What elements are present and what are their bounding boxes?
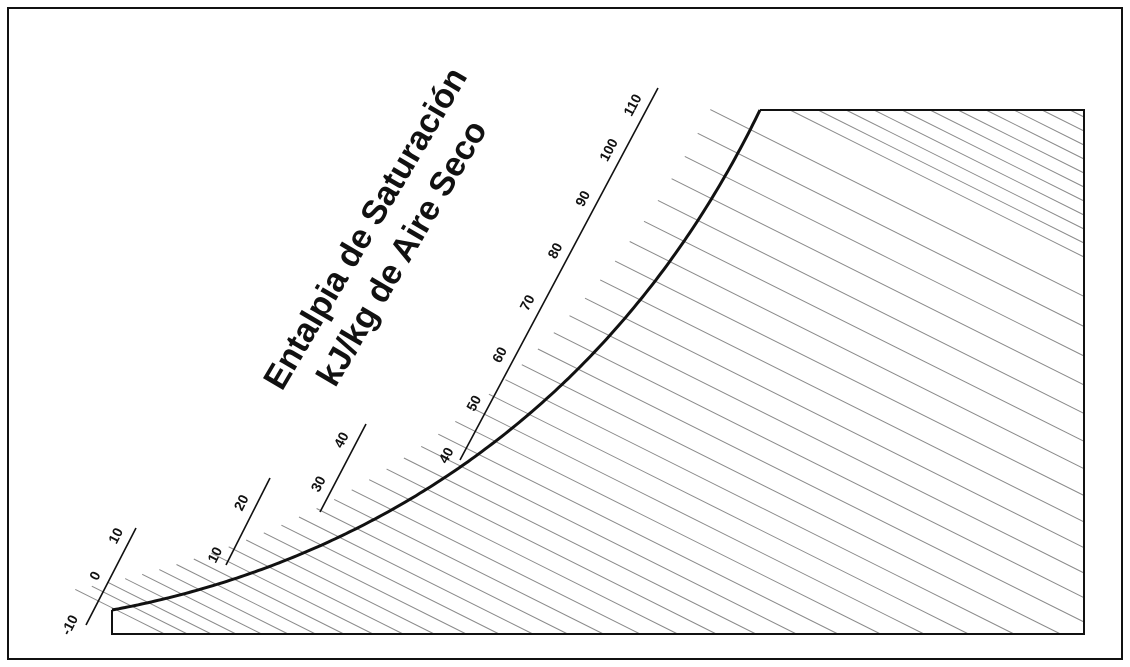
enthalpy-line-27 [537, 348, 1085, 623]
enthalpy-line-22 [455, 420, 881, 635]
enthalpy-line-12 [281, 524, 500, 635]
scale-line-0 [85, 527, 137, 626]
enthalpy-line-5 [159, 569, 289, 635]
enthalpy-scales: -10 0 10 10 20 30 40 40 50 60 70 80 90 100 110 [58, 87, 659, 638]
enthalpy-line-47 [985, 109, 1085, 160]
scale-label-100: 100 [596, 136, 621, 164]
enthalpy-line-29 [569, 315, 1085, 574]
enthalpy-line-16 [351, 489, 641, 635]
scale-label-10: 10 [105, 525, 126, 546]
enthalpy-line-18 [386, 468, 717, 635]
scale-label-70: 70 [516, 292, 538, 313]
enthalpy-line-34 [643, 220, 1085, 442]
enthalpy-line-50 [1069, 109, 1085, 118]
enthalpy-line-14 [316, 508, 568, 635]
enthalpy-line-48 [1013, 109, 1085, 146]
enthalpy-line-25 [505, 379, 1015, 635]
enthalpy-line-45 [929, 109, 1085, 188]
scale-label-20: 20 [230, 492, 251, 513]
scale-label-40: 40 [330, 429, 351, 450]
scale-label-30: 30 [307, 473, 328, 494]
chart-boundary [111, 109, 1085, 635]
enthalpy-line-1 [91, 585, 188, 635]
enthalpy-line-24 [488, 393, 969, 635]
scale-label-60: 60 [489, 344, 511, 365]
enthalpy-line-8 [210, 552, 374, 635]
enthalpy-line-37 [684, 155, 1085, 357]
enthalpy-line-11 [263, 532, 467, 635]
enthalpy-line-43 [873, 109, 1085, 216]
scale-label-0: 0 [86, 568, 104, 582]
enthalpy-line-40 [789, 109, 1085, 258]
enthalpy-line-41 [817, 109, 1085, 244]
enthalpy-line-35 [657, 199, 1085, 414]
enthalpy-line-19 [403, 457, 757, 635]
enthalpy-line-4 [141, 573, 262, 635]
scale-label-40: 40 [435, 444, 457, 465]
enthalpy-line-2 [108, 582, 212, 635]
enthalpy-line-36 [671, 178, 1085, 386]
scale-label-90: 90 [572, 188, 594, 209]
enthalpy-lines [75, 109, 1085, 635]
enthalpy-line-17 [368, 479, 678, 635]
enthalpy-line-39 [710, 109, 1085, 297]
axis-title: Entalpia de Saturación kJ/kg de Aire Sec… [256, 61, 495, 396]
enthalpy-line-13 [298, 516, 534, 635]
enthalpy-line-46 [957, 109, 1085, 174]
enthalpy-line-10 [245, 539, 435, 635]
enthalpy-line-42 [845, 109, 1085, 230]
scale-label-110: 110 [620, 91, 645, 119]
saturation-curve [111, 109, 762, 612]
scale-label-50: 50 [463, 392, 485, 413]
enthalpy-line-6 [176, 564, 316, 635]
outer-frame [7, 7, 1123, 660]
enthalpy-line-9 [228, 546, 404, 635]
scale-line-1 [225, 477, 271, 566]
scale-label--10: -10 [58, 612, 82, 638]
enthalpy-line-0 [75, 588, 165, 635]
enthalpy-line-23 [471, 407, 925, 635]
enthalpy-line-15 [333, 498, 604, 635]
enthalpy-line-20 [420, 445, 797, 635]
enthalpy-line-7 [193, 558, 345, 635]
enthalpy-line-26 [521, 364, 1061, 635]
scale-line-2 [319, 423, 367, 513]
enthalpy-line-28 [553, 332, 1085, 599]
scale-label-10: 10 [204, 544, 225, 565]
enthalpy-line-31 [599, 279, 1085, 523]
enthalpy-line-33 [629, 241, 1085, 470]
enthalpy-line-32 [614, 260, 1085, 496]
enthalpy-line-3 [124, 578, 237, 635]
enthalpy-line-38 [697, 132, 1085, 327]
enthalpy-line-30 [584, 297, 1085, 549]
scale-line-3 [459, 87, 659, 461]
enthalpy-line-21 [438, 433, 839, 635]
scale-label-80: 80 [544, 240, 566, 261]
enthalpy-line-49 [1041, 109, 1085, 132]
enthalpy-line-44 [901, 109, 1085, 202]
